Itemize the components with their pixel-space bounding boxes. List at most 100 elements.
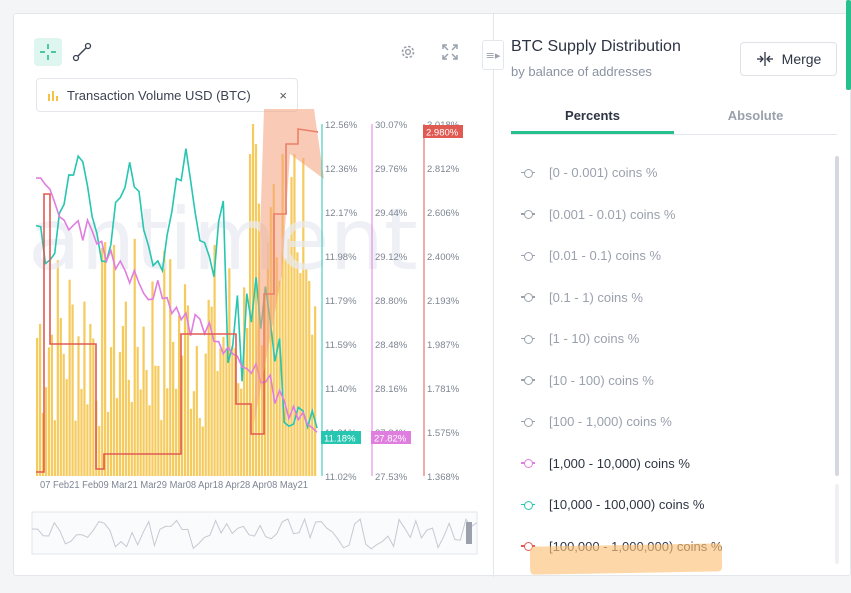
pink-series-line [35,177,318,433]
metric-list-item[interactable]: [0 - 0.001) coins % [511,152,831,194]
tab-absolute[interactable]: Absolute [727,108,784,123]
volume-bar [56,260,59,476]
volume-bar [246,328,249,476]
volume-bar [127,379,130,476]
volume-bar [269,207,272,476]
volume-bar [86,404,89,476]
volume-bar [62,353,65,476]
volume-bar [234,348,237,476]
volume-bar [68,279,71,476]
volume-bar [240,388,243,476]
scrollbar[interactable] [835,156,839,476]
volume-bar [133,238,136,476]
y-tick-label: 29.12% [375,252,408,263]
y-tick-label: 1.368% [427,472,460,483]
metric-list-item[interactable]: [0.001 - 0.01) coins % [511,194,831,236]
volume-bar [151,281,154,476]
volume-bar [109,347,113,476]
crosshair-button[interactable] [34,38,62,66]
volume-bar [272,184,275,476]
close-icon[interactable]: × [279,87,287,103]
y-tick-label: 27.53% [375,472,408,483]
settings-button[interactable] [394,38,422,66]
metric-chip-label: Transaction Volume USD (BTC) [67,87,251,103]
metric-list-item[interactable]: [10 - 100) coins % [511,360,831,402]
volume-bar [198,417,201,476]
volume-bar [172,341,175,476]
volume-bar [80,388,83,476]
volume-bar [142,326,145,476]
volume-bar [266,242,269,476]
volume-bar [302,157,305,476]
metric-list: [0 - 0.001) coins % [0.001 - 0.01) coins … [511,152,831,567]
volume-bar [106,411,110,476]
volume-bar [121,325,124,476]
merge-icon [756,52,773,66]
volume-bar [38,323,42,476]
volume-bar [284,258,287,476]
metric-list-item[interactable]: [100 - 1,000) coins % [511,401,831,443]
sidebar: BTC Supply Distribution by balance of ad… [494,14,851,577]
series-toggle-icon [521,498,543,512]
current-value-badge [321,431,361,444]
collapse-sidebar-button[interactable]: ≡▸ [482,40,504,70]
volume-bar [290,177,293,477]
volume-bar [213,244,216,476]
crosshair-icon [40,44,56,60]
sidebar-title: BTC Supply Distribution [511,38,681,55]
price-chart[interactable]: antiment12.56%12.36%12.17%11.98%11.79%11… [14,14,494,577]
series-toggle-icon [521,290,543,304]
navigator-line [31,517,478,550]
volume-bar [186,305,190,476]
gear-icon [401,45,415,59]
volume-bar [112,244,116,476]
volume-bar [77,336,80,476]
chart-pane: Transaction Volume USD (BTC) × antiment 1… [14,14,494,577]
volume-bar [160,420,163,476]
metric-list-item[interactable]: [1 - 10) coins % [511,318,831,360]
y-tick-label: 11.40% [325,384,357,395]
merge-button-label: Merge [781,51,822,67]
metric-list-item[interactable]: [0.1 - 1) coins % [511,277,831,319]
navigator-handle [466,522,472,544]
volume-bar [278,280,281,476]
metric-list-item-label: [1 - 10) coins % [549,331,640,347]
fullscreen-button[interactable] [436,38,464,66]
metric-chip[interactable]: Transaction Volume USD (BTC) × [36,78,298,112]
metric-list-item-label: [10 - 100) coins % [549,372,654,388]
x-axis-labels: 07 Feb21 Feb09 Mar21 Mar29 Mar08 Apr18 A… [40,480,308,491]
y-tick-label: 11.59% [325,340,357,351]
arrow-annotation [254,109,324,424]
volume-bar [71,304,74,476]
metric-list-item-label: [0 - 0.001) coins % [549,165,658,181]
volume-bar [204,353,207,476]
volume-bar [148,405,151,476]
metric-list-item[interactable]: [1,000 - 10,000) coins % [511,443,831,485]
y-tick-label: 2.400% [427,252,460,263]
series-toggle-icon [521,373,543,387]
volume-bar [36,337,39,476]
current-value-badge [423,125,463,138]
metric-list-item-label: [100 - 1,000) coins % [549,414,672,430]
volume-bar [305,268,308,476]
volume-bar [83,301,86,476]
volume-bar [219,348,222,476]
metric-list-item[interactable]: [10,000 - 100,000) coins % [511,484,831,526]
y-tick-label: 1.987% [427,340,460,351]
series-toggle-icon [521,456,543,470]
volume-bar [296,252,299,476]
volume-bar [104,242,107,476]
line-draw-icon [72,42,92,62]
volume-bar [293,154,296,476]
navigator-frame [31,511,478,555]
volume-bar [281,153,284,476]
merge-button[interactable]: Merge [740,42,837,76]
volume-bar [65,379,68,476]
volume-bar [195,345,198,476]
volume-bar [124,301,127,476]
tab-bar: Percents Absolute [511,104,837,135]
line-draw-button[interactable] [68,38,96,66]
series-toggle-icon [521,207,543,221]
tab-percents[interactable]: Percents [511,104,674,134]
metric-list-item[interactable]: [0.01 - 0.1) coins % [511,235,831,277]
